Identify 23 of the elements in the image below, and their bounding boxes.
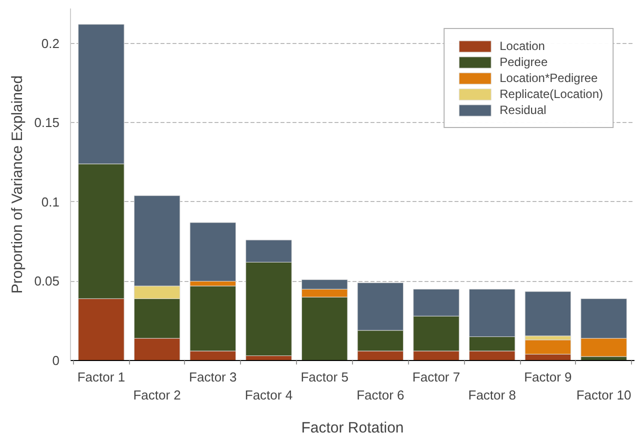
- legend-label: Residual: [500, 103, 546, 117]
- x-tick-label: Factor 5: [300, 370, 348, 384]
- y-tick-label: 0: [52, 353, 60, 368]
- x-tick-label: Factor 2: [133, 388, 181, 402]
- legend-label: Location: [500, 39, 545, 53]
- y-tick-label: 0.2: [41, 36, 60, 51]
- x-tick-label: Factor 1: [77, 370, 126, 384]
- x-tick-label: Factor 3: [189, 370, 237, 384]
- y-axis-title: Proportion of Variance Explained: [9, 75, 26, 294]
- legend-label: Pedigree: [500, 55, 548, 69]
- y-tick-label: 0.15: [34, 115, 60, 130]
- x-tick-label: Factor 4: [244, 388, 293, 402]
- legend-label: Location*Pedigree: [500, 71, 598, 85]
- x-tick-label: Factor 6: [356, 388, 404, 402]
- x-axis-title: Factor Rotation: [301, 420, 404, 436]
- bar: [524, 291, 572, 336]
- y-tick-label: 0.05: [34, 274, 60, 289]
- x-tick-label: Factor 7: [412, 370, 460, 384]
- legend-label: Replicate(Location): [500, 87, 603, 101]
- x-tick-label: Factor 10: [576, 388, 632, 402]
- y-tick-label: 0.1: [41, 194, 60, 210]
- x-tick-label: Factor 8: [468, 388, 516, 402]
- x-tick-label: Factor 9: [524, 370, 572, 384]
